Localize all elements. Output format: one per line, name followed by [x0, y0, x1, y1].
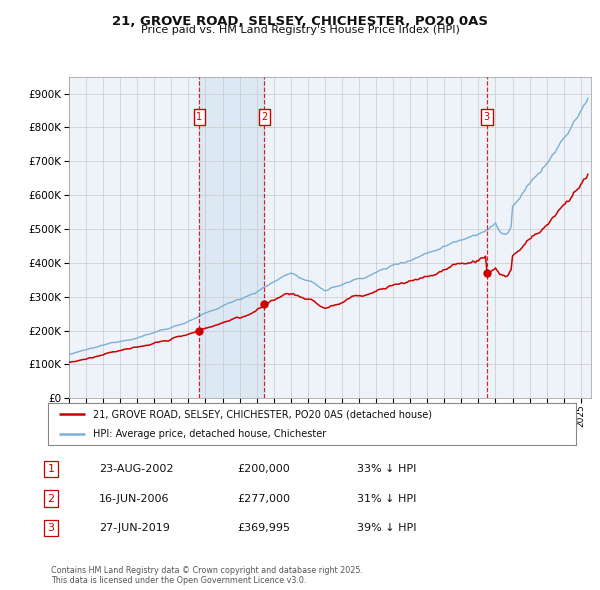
Text: 23-AUG-2002: 23-AUG-2002: [99, 464, 173, 474]
Bar: [199, 77, 265, 398]
Text: 3: 3: [47, 523, 55, 533]
Text: Contains HM Land Registry data © Crown copyright and database right 2025.
This d: Contains HM Land Registry data © Crown c…: [51, 566, 363, 585]
Text: Price paid vs. HM Land Registry's House Price Index (HPI): Price paid vs. HM Land Registry's House …: [140, 25, 460, 35]
Text: 2: 2: [47, 494, 55, 503]
Text: 39% ↓ HPI: 39% ↓ HPI: [357, 523, 416, 533]
Text: £200,000: £200,000: [237, 464, 290, 474]
Text: 3: 3: [484, 112, 490, 122]
Text: £277,000: £277,000: [237, 494, 290, 503]
Text: £369,995: £369,995: [237, 523, 290, 533]
Text: 2: 2: [262, 112, 268, 122]
Text: 1: 1: [196, 112, 202, 122]
Text: 21, GROVE ROAD, SELSEY, CHICHESTER, PO20 0AS: 21, GROVE ROAD, SELSEY, CHICHESTER, PO20…: [112, 15, 488, 28]
Text: 27-JUN-2019: 27-JUN-2019: [99, 523, 170, 533]
Text: 21, GROVE ROAD, SELSEY, CHICHESTER, PO20 0AS (detached house): 21, GROVE ROAD, SELSEY, CHICHESTER, PO20…: [93, 409, 432, 419]
Text: 31% ↓ HPI: 31% ↓ HPI: [357, 494, 416, 503]
Text: 1: 1: [47, 464, 55, 474]
Text: 16-JUN-2006: 16-JUN-2006: [99, 494, 170, 503]
Text: 33% ↓ HPI: 33% ↓ HPI: [357, 464, 416, 474]
Text: HPI: Average price, detached house, Chichester: HPI: Average price, detached house, Chic…: [93, 429, 326, 439]
